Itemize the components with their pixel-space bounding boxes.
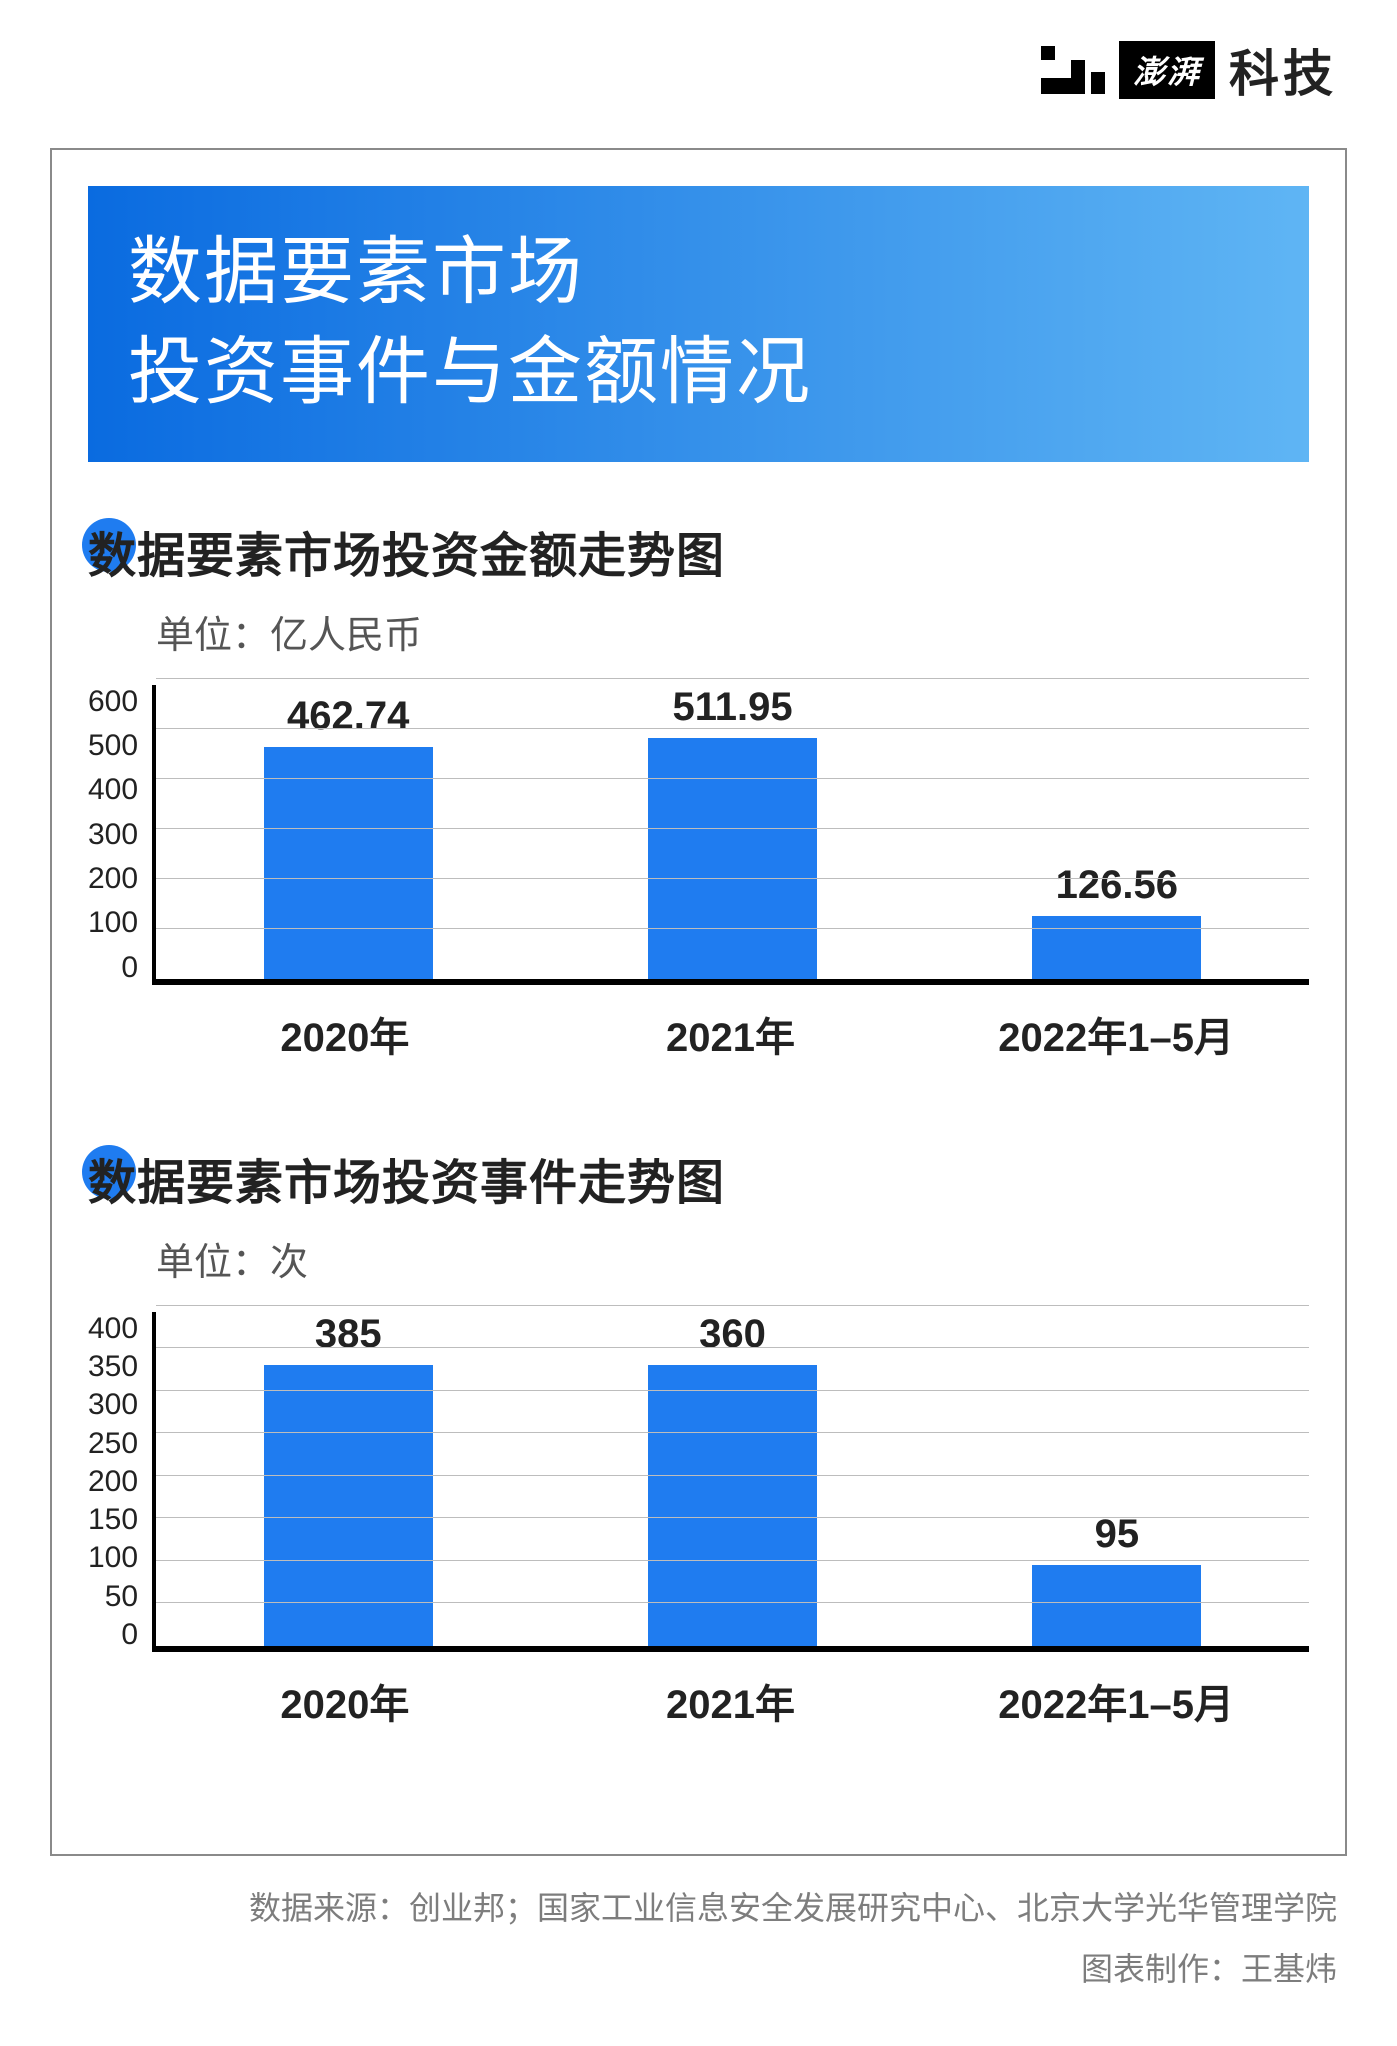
y-tick-label: 200 xyxy=(88,1465,138,1499)
bar-value-label: 385 xyxy=(315,1312,382,1357)
x-tick-label: 2022年1–5月 xyxy=(923,985,1309,1063)
y-tick-label: 500 xyxy=(88,729,138,763)
bar-group: 385 360 95 xyxy=(156,1312,1309,1646)
bar xyxy=(648,738,817,979)
brand-pill-text: 澎湃 xyxy=(1119,41,1215,99)
title-line-1: 数据要素市场 xyxy=(128,222,1269,322)
bar-group: 462.74 511.95 126.56 xyxy=(156,685,1309,979)
bar-slot: 462.74 xyxy=(156,685,540,979)
section-title-row: 数据要素市场投资金额走势图 xyxy=(88,516,1309,586)
x-axis: 400 2020年 2021年 2022年1–5月 xyxy=(88,1652,1309,1730)
plot-area: 462.74 511.95 126.56 xyxy=(152,685,1309,985)
y-tick-label: 150 xyxy=(88,1503,138,1537)
y-tick-label: 0 xyxy=(121,1618,138,1652)
unit-label: 单位：次 xyxy=(156,1231,1309,1286)
unit-label: 单位：亿人民币 xyxy=(156,604,1309,659)
bar xyxy=(648,1365,817,1646)
y-tick-label: 400 xyxy=(88,1312,138,1346)
bar-slot: 385 xyxy=(156,1312,540,1646)
y-axis: 600 500 400 300 200 100 0 xyxy=(88,685,152,985)
y-tick-label: 50 xyxy=(105,1580,138,1614)
grid-line xyxy=(156,1602,1309,1603)
grid-line xyxy=(156,928,1309,929)
grid-line xyxy=(156,828,1309,829)
plot-area: 385 360 95 xyxy=(152,1312,1309,1652)
y-tick-label: 100 xyxy=(88,906,138,940)
section-title: 数据要素市场投资金额走势图 xyxy=(88,516,725,586)
x-tick-label: 2021年 xyxy=(538,1652,924,1730)
y-tick-label: 100 xyxy=(88,1541,138,1575)
grid-line xyxy=(156,1517,1309,1518)
chart-credit-label: 图表制作：王基炜 xyxy=(50,1939,1337,2000)
bar xyxy=(264,1365,433,1646)
bar-slot: 511.95 xyxy=(540,685,924,979)
bar-value-label: 462.74 xyxy=(287,694,409,739)
grid-line xyxy=(156,878,1309,879)
chart-section-amount: 数据要素市场投资金额走势图 单位：亿人民币 600 500 400 300 200 100… xyxy=(88,516,1309,1063)
chart-amount: 600 500 400 300 200 100 0 462.74 511.95 126.56 xyxy=(88,685,1309,985)
bar-slot: 360 xyxy=(540,1312,924,1646)
grid-line xyxy=(156,1390,1309,1391)
grid-line xyxy=(156,778,1309,779)
grid-line xyxy=(156,1475,1309,1476)
y-tick-label: 300 xyxy=(88,818,138,852)
grid-line xyxy=(156,1305,1309,1306)
x-tick-label: 2021年 xyxy=(538,985,924,1063)
bar xyxy=(1032,1565,1201,1646)
y-tick-label: 400 xyxy=(88,773,138,807)
bar-value-label: 95 xyxy=(1095,1512,1140,1557)
bar-value-label: 126.56 xyxy=(1056,863,1178,908)
grid-line xyxy=(156,728,1309,729)
grid-line xyxy=(156,1347,1309,1348)
bar-value-label: 360 xyxy=(699,1312,766,1357)
bar xyxy=(1032,916,1201,979)
y-tick-label: 350 xyxy=(88,1350,138,1384)
grid-line xyxy=(156,1560,1309,1561)
y-tick-label: 600 xyxy=(88,685,138,719)
x-tick-label: 2020年 xyxy=(152,1652,538,1730)
bar-slot: 126.56 xyxy=(925,685,1309,979)
brand-mark-icon xyxy=(1041,46,1105,94)
footer: 数据来源：创业邦；国家工业信息安全发展研究中心、北京大学光华管理学院 图表制作：… xyxy=(50,1878,1337,2000)
chart-events: 400 350 300 250 200 150 100 50 0 385 360 95 xyxy=(88,1312,1309,1652)
x-tick-label: 2022年1–5月 xyxy=(923,1652,1309,1730)
y-axis: 400 350 300 250 200 150 100 50 0 xyxy=(88,1312,152,1652)
grid-line xyxy=(156,678,1309,679)
x-tick-label: 2020年 xyxy=(152,985,538,1063)
chart-card: 数据要素市场 投资事件与金额情况 数据要素市场投资金额走势图 单位：亿人民币 6… xyxy=(50,148,1347,1856)
y-tick-label: 300 xyxy=(88,1388,138,1422)
bar-value-label: 511.95 xyxy=(672,685,792,730)
bar-slot: 95 xyxy=(925,1312,1309,1646)
title-line-2: 投资事件与金额情况 xyxy=(128,322,1269,422)
section-title: 数据要素市场投资事件走势图 xyxy=(88,1143,725,1213)
grid-line xyxy=(156,1432,1309,1433)
page: 澎湃 科技 数据要素市场 投资事件与金额情况 数据要素市场投资金额走势图 单位：… xyxy=(0,0,1397,2046)
data-source-label: 数据来源：创业邦；国家工业信息安全发展研究中心、北京大学光华管理学院 xyxy=(50,1878,1337,1939)
title-banner: 数据要素市场 投资事件与金额情况 xyxy=(88,186,1309,462)
bar xyxy=(264,747,433,978)
y-tick-label: 0 xyxy=(121,951,138,985)
brand-suffix-text: 科技 xyxy=(1229,34,1337,106)
section-title-row: 数据要素市场投资事件走势图 xyxy=(88,1143,1309,1213)
x-axis: 600 2020年 2021年 2022年1–5月 xyxy=(88,985,1309,1063)
brand-logo: 澎湃 科技 xyxy=(1041,34,1337,106)
chart-section-events: 数据要素市场投资事件走势图 单位：次 400 350 300 250 200 150 100… xyxy=(88,1143,1309,1730)
y-tick-label: 200 xyxy=(88,862,138,896)
y-tick-label: 250 xyxy=(88,1427,138,1461)
